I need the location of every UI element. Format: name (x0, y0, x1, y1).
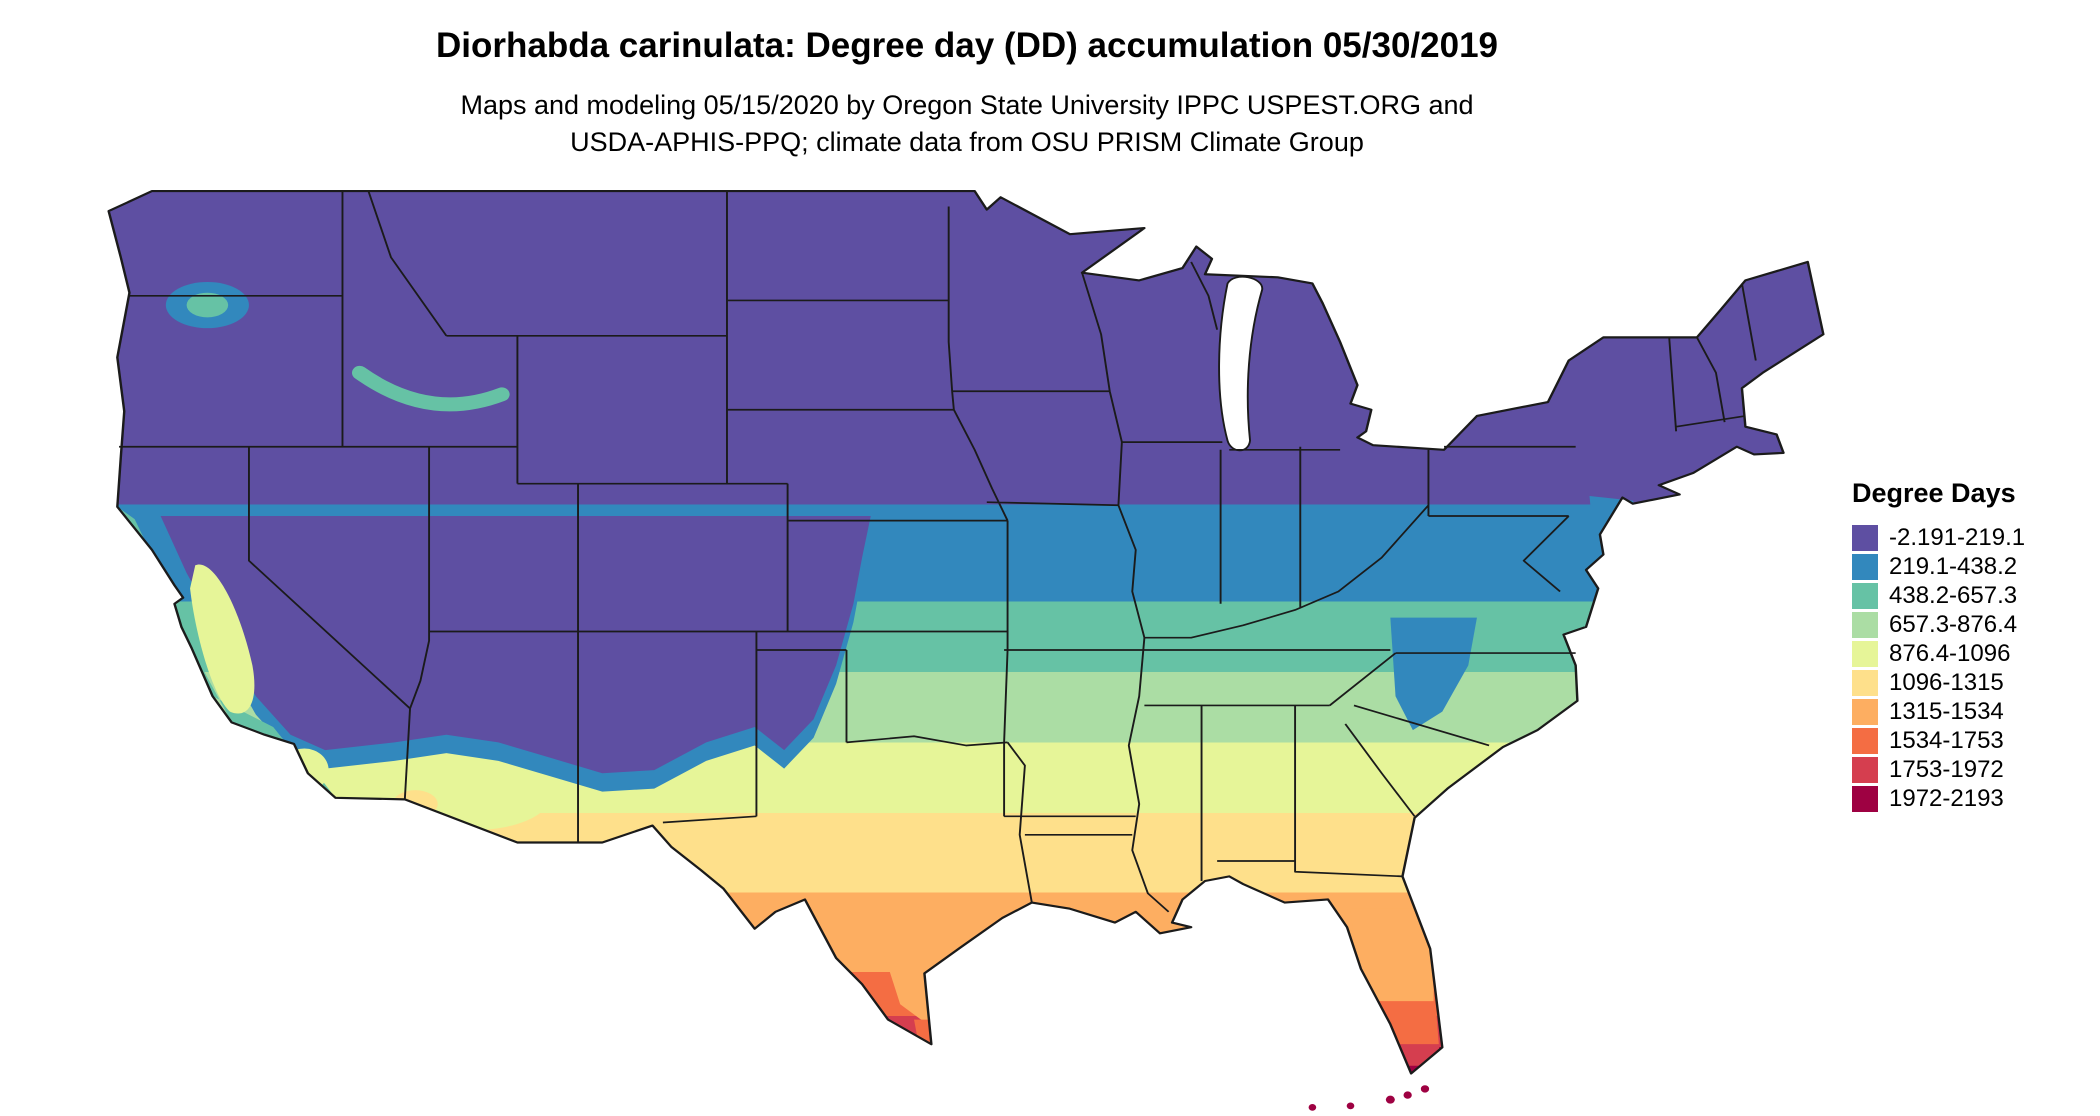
region-appalachian-cool (1390, 617, 1477, 731)
legend-swatch (1852, 669, 1878, 696)
state-borders (119, 190, 1757, 913)
region-florida-orange (1350, 908, 1434, 1005)
us-degree-day-map (107, 189, 1825, 1111)
legend-swatch (1852, 640, 1878, 667)
subtitle-line-1: Maps and modeling 05/15/2020 by Oregon S… (460, 90, 1474, 120)
region-mountain-west-cold (160, 516, 871, 774)
legend-label: 219.1-438.2 (1889, 552, 2018, 580)
map-region-overlays (117, 281, 1642, 1074)
legend-swatch (1852, 756, 1878, 783)
legend-items: -2.191-219.1 219.1-438.2 438.2-657.3 657… (1852, 523, 2025, 813)
florida-keys (1308, 1085, 1430, 1111)
legend-label: 876.4-1096 (1889, 639, 2011, 667)
map-container (100, 188, 1832, 1112)
legend-row: 1096-1315 (1852, 668, 2025, 697)
legend-label: 657.3-876.4 (1889, 610, 2018, 638)
legend-row: 1534-1753 (1852, 726, 2025, 755)
region-snake-river-plain (352, 365, 510, 412)
legend-swatch (1852, 785, 1878, 812)
subtitle-line-2: USDA-APHIS-PPQ; climate data from OSU PR… (570, 127, 1364, 157)
legend-swatch (1852, 524, 1878, 551)
legend-row: 1315-1534 (1852, 697, 2025, 726)
legend: Degree Days -2.191-219.1 219.1-438.2 438… (1852, 478, 2025, 813)
legend-row: 1753-1972 (1852, 755, 2025, 784)
legend-swatch (1852, 698, 1878, 725)
lake-michigan (1218, 275, 1264, 452)
legend-swatch (1852, 727, 1878, 754)
legend-row: 219.1-438.2 (1852, 552, 2025, 581)
legend-swatch (1852, 553, 1878, 580)
legend-label: 438.2-657.3 (1889, 581, 2018, 609)
legend-title: Degree Days (1852, 478, 2016, 508)
page-title: Diorhabda carinulata: Degree day (DD) ac… (435, 26, 1499, 65)
legend-row: 1972-2193 (1852, 784, 2025, 813)
region-florida-dark-orange (1369, 1001, 1439, 1045)
region-central-valley (190, 564, 255, 714)
legend-label: 1534-1753 (1889, 726, 2004, 754)
legend-swatch (1852, 611, 1878, 638)
legend-label: 1753-1972 (1889, 755, 2004, 783)
legend-label: 1096-1315 (1889, 668, 2004, 696)
region-columbia-basin-core (186, 292, 229, 318)
legend-swatch (1852, 582, 1878, 609)
legend-label: -2.191-219.1 (1889, 523, 2026, 551)
legend-label: 1315-1534 (1889, 697, 2004, 725)
legend-row: -2.191-219.1 (1852, 523, 2025, 552)
legend-row: 876.4-1096 (1852, 639, 2025, 668)
legend-row: 657.3-876.4 (1852, 610, 2025, 639)
legend-label: 1972-2193 (1889, 784, 2004, 812)
legend-row: 438.2-657.3 (1852, 581, 2025, 610)
